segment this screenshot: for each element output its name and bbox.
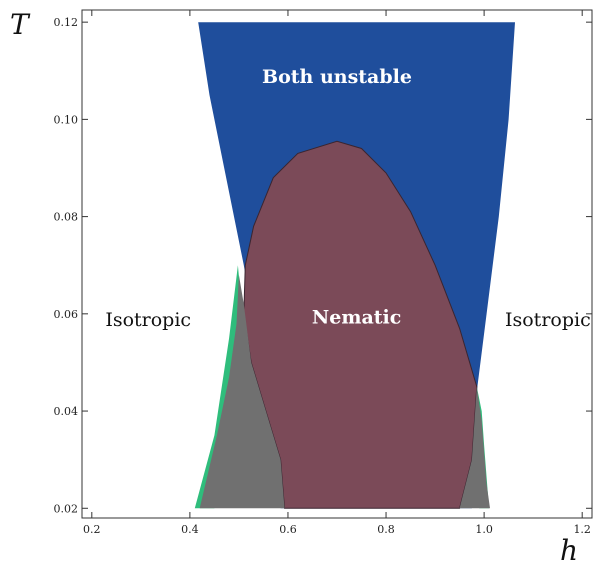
x-tick-label: 0.8 <box>377 523 395 536</box>
annotation-isotropic: Isotropic <box>105 309 191 331</box>
region-label-nematic: Nematic <box>312 307 401 329</box>
y-tick-label: 0.04 <box>54 405 79 418</box>
region-labels: Both unstable Nematic Isotropic Isotropic <box>105 66 590 331</box>
x-tick-label: 1.2 <box>573 523 591 536</box>
x-tick-label: 1.0 <box>475 523 493 536</box>
y-tick-label: 0.10 <box>54 113 79 126</box>
y-tick-label: 0.12 <box>54 16 79 29</box>
plot-frame <box>81 9 593 519</box>
x-tick-label: 0.6 <box>279 523 297 536</box>
region-gray_left <box>199 274 285 509</box>
y-tick-label: 0.06 <box>54 308 79 321</box>
region-gray_right <box>459 386 490 509</box>
y-axis-label: T <box>10 8 31 41</box>
axis-ticks: 0.2 0.4 0.6 0.8 1.0 1.2 0.02 0.04 0.06 0.08 0.10 0.… <box>54 10 592 536</box>
y-tick-label: 0.08 <box>54 211 79 224</box>
x-tick-label: 0.4 <box>181 523 199 536</box>
x-axis-label: h <box>560 534 578 567</box>
x-tick-label: 0.2 <box>83 523 101 536</box>
region-label-both_unstable: Both unstable <box>262 66 412 88</box>
annotation-isotropic: Isotropic <box>505 309 591 331</box>
phase-regions <box>194 22 515 509</box>
y-tick-label: 0.02 <box>54 502 79 515</box>
